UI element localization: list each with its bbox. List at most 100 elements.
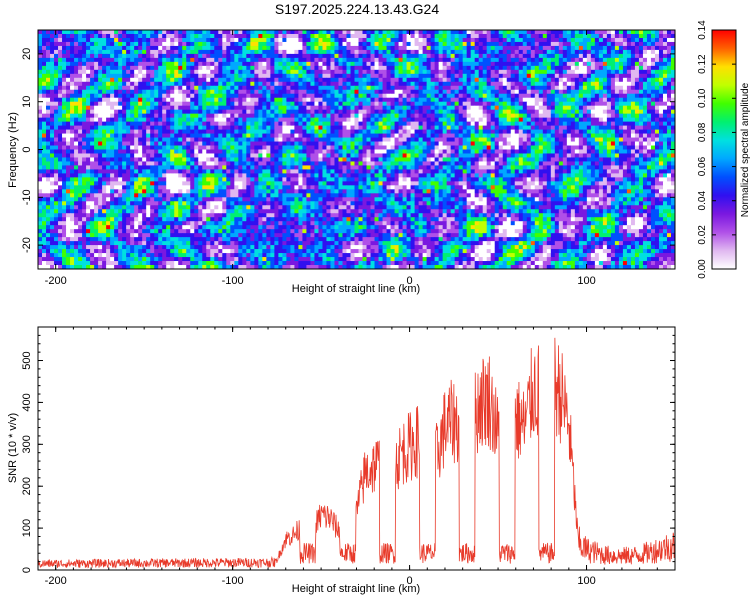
heatmap-cell	[210, 53, 215, 59]
heatmap-cell	[134, 41, 139, 47]
heatmap-cell	[434, 113, 440, 119]
heatmap-cell	[458, 49, 464, 55]
heatmap-cell	[474, 61, 480, 67]
heatmap-cell	[98, 77, 103, 83]
heatmap-cell	[146, 141, 151, 146]
heatmap-cell	[554, 49, 560, 55]
heatmap-cell	[462, 61, 468, 67]
heatmap-cell	[102, 121, 107, 126]
heatmap-cell	[290, 57, 295, 63]
heatmap-cell	[42, 37, 47, 43]
heatmap-cell	[78, 33, 83, 39]
heatmap-cell	[94, 65, 99, 71]
heatmap-cell	[358, 77, 363, 83]
heatmap-cell	[86, 33, 91, 39]
heatmap-cell	[106, 85, 111, 91]
heatmap-cell	[350, 41, 355, 47]
heatmap-cell	[558, 93, 564, 99]
heatmap-cell	[246, 65, 251, 71]
heatmap-cell	[166, 37, 171, 43]
heatmap-cell	[66, 105, 71, 111]
heatmap-cell	[538, 41, 544, 47]
heatmap-cell	[634, 45, 640, 51]
heatmap-cell	[578, 117, 584, 123]
heatmap-cell	[518, 141, 524, 146]
heatmap-cell	[282, 101, 287, 107]
heatmap-cell	[318, 125, 323, 130]
heatmap-cell	[394, 30, 399, 35]
heatmap-cell	[498, 81, 504, 87]
heatmap-cell	[502, 61, 508, 67]
heatmap-cell	[498, 65, 504, 71]
heatmap-cell	[106, 153, 111, 158]
heatmap-cell	[298, 57, 303, 63]
heatmap-cell	[254, 45, 259, 51]
heatmap-cell	[470, 117, 476, 123]
heatmap-cell	[178, 65, 183, 71]
heatmap-cell	[422, 65, 428, 71]
heatmap-cell	[446, 113, 452, 119]
heatmap-cell	[318, 69, 323, 75]
heatmap-cell	[66, 33, 71, 39]
heatmap-cell	[446, 69, 452, 75]
heatmap-cell	[434, 89, 440, 95]
heatmap-cell	[550, 141, 556, 146]
heatmap-cell	[570, 89, 576, 95]
heatmap-cell	[486, 113, 492, 119]
heatmap-cell	[142, 113, 147, 119]
heatmap-cell	[46, 69, 51, 75]
heatmap-cell	[290, 37, 295, 43]
heatmap-cell	[238, 117, 243, 123]
heatmap-cell	[374, 69, 379, 75]
heatmap-cell	[442, 57, 448, 63]
heatmap-cell	[574, 129, 580, 134]
heatmap-cell	[538, 53, 544, 59]
heatmap-cell	[142, 145, 147, 150]
heatmap-cell	[54, 145, 59, 150]
heatmap-cell	[254, 101, 259, 107]
heatmap-cell	[638, 141, 644, 146]
heatmap-cell	[258, 65, 263, 71]
heatmap-cell	[286, 77, 291, 83]
heatmap-cell	[82, 37, 87, 43]
heatmap-cell	[606, 37, 612, 43]
heatmap-cell	[414, 81, 419, 87]
heatmap-cell	[594, 105, 600, 111]
heatmap-cell	[514, 125, 520, 130]
heatmap-cell	[622, 49, 628, 55]
heatmap-cell	[442, 85, 448, 91]
heatmap-cell	[598, 53, 604, 59]
heatmap-cell	[358, 37, 363, 43]
heatmap-cell	[482, 105, 488, 111]
heatmap-cell	[590, 121, 596, 126]
heatmap-cell	[666, 61, 672, 67]
heatmap-cell	[610, 109, 616, 115]
heatmap-cell	[634, 57, 640, 63]
heatmap-cell	[326, 133, 331, 138]
heatmap-cell	[122, 53, 127, 59]
heatmap-cell	[342, 105, 347, 111]
heatmap-cell	[282, 37, 287, 43]
heatmap-cell	[346, 33, 351, 39]
heatmap-cell	[502, 37, 508, 43]
heatmap-cell	[290, 117, 295, 123]
heatmap-cell	[62, 30, 67, 35]
heatmap-cell	[502, 121, 508, 126]
heatmap-cell	[134, 149, 139, 154]
heatmap-cell	[198, 137, 203, 142]
heatmap-cell	[106, 145, 111, 150]
heatmap-cell	[590, 105, 596, 111]
heatmap-cell	[402, 105, 407, 111]
heatmap-cell	[238, 105, 243, 111]
heatmap-cell	[582, 101, 588, 107]
heatmap-cell	[258, 145, 263, 150]
heatmap-cell	[618, 49, 624, 55]
heatmap-cell	[42, 33, 47, 39]
heatmap-cell	[50, 53, 55, 59]
heatmap-cell	[526, 61, 532, 67]
heatmap-cell	[342, 77, 347, 83]
heatmap-cell	[66, 69, 71, 75]
heatmap-cell	[194, 133, 199, 138]
heatmap-cell	[386, 41, 391, 47]
